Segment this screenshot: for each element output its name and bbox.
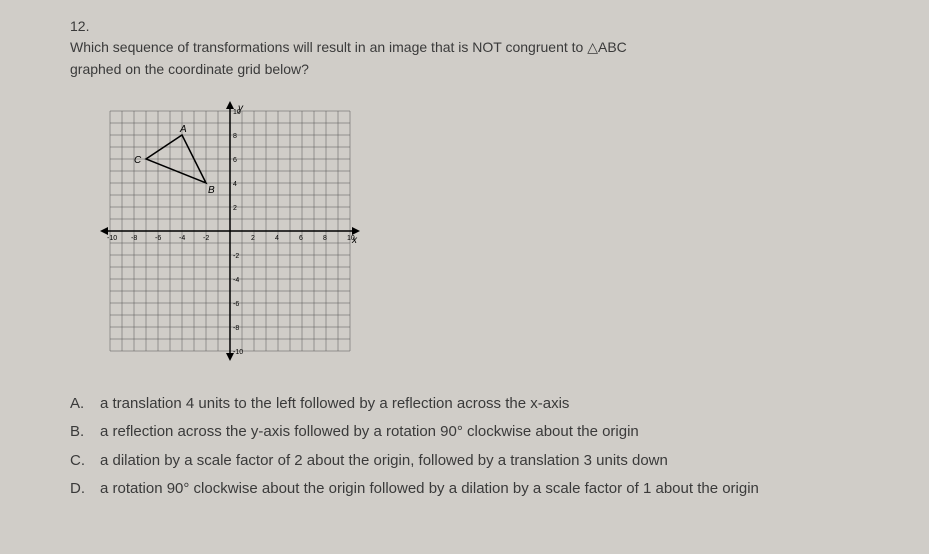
grid-svg: y x -10-10-8-8-6-6-4-4-2-2224466881010 A… <box>100 101 360 361</box>
option-c: C. a dilation by a scale factor of 2 abo… <box>70 447 879 476</box>
svg-text:6: 6 <box>299 235 303 242</box>
svg-text:4: 4 <box>275 235 279 242</box>
svg-text:-2: -2 <box>233 253 239 260</box>
svg-text:-8: -8 <box>233 325 239 332</box>
svg-text:-2: -2 <box>203 235 209 242</box>
arrow-right-icon <box>352 227 360 235</box>
option-d: D. a rotation 90° clockwise about the or… <box>70 475 879 504</box>
option-letter: C. <box>70 447 100 476</box>
svg-text:-8: -8 <box>131 235 137 242</box>
svg-text:10: 10 <box>347 235 355 242</box>
option-text: a translation 4 units to the left follow… <box>100 390 879 419</box>
option-b: B. a reflection across the y-axis follow… <box>70 418 879 447</box>
arrow-left-icon <box>100 227 108 235</box>
option-letter: D. <box>70 475 100 504</box>
answer-options: A. a translation 4 units to the left fol… <box>70 390 879 504</box>
svg-text:-10: -10 <box>233 349 243 356</box>
option-text: a reflection across the y-axis followed … <box>100 418 879 447</box>
triangle-symbol: △ABC <box>587 39 627 55</box>
vertex-label-b: B <box>208 185 215 196</box>
question-text: Which sequence of transformations will r… <box>70 36 850 81</box>
svg-text:2: 2 <box>233 205 237 212</box>
svg-text:6: 6 <box>233 157 237 164</box>
question-line1: Which sequence of transformations will r… <box>70 39 587 55</box>
svg-text:4: 4 <box>233 181 237 188</box>
vertex-label-a: A <box>179 124 187 135</box>
question-block: 12. Which sequence of transformations wi… <box>70 18 879 81</box>
option-letter: B. <box>70 418 100 447</box>
question-number: 12. <box>70 18 89 34</box>
coordinate-grid: y x -10-10-8-8-6-6-4-4-2-2224466881010 A… <box>100 101 879 366</box>
svg-text:-6: -6 <box>155 235 161 242</box>
svg-text:-4: -4 <box>233 277 239 284</box>
svg-text:2: 2 <box>251 235 255 242</box>
question-line2: graphed on the coordinate grid below? <box>70 61 309 77</box>
option-letter: A. <box>70 390 100 419</box>
svg-text:8: 8 <box>233 133 237 140</box>
arrow-up-icon <box>226 101 234 109</box>
option-text: a dilation by a scale factor of 2 about … <box>100 447 879 476</box>
svg-text:-4: -4 <box>179 235 185 242</box>
vertex-label-c: C <box>134 155 142 166</box>
svg-text:8: 8 <box>323 235 327 242</box>
svg-text:-6: -6 <box>233 301 239 308</box>
svg-text:-10: -10 <box>107 235 117 242</box>
option-text: a rotation 90° clockwise about the origi… <box>100 475 879 504</box>
svg-text:10: 10 <box>233 109 241 116</box>
option-a: A. a translation 4 units to the left fol… <box>70 390 879 419</box>
